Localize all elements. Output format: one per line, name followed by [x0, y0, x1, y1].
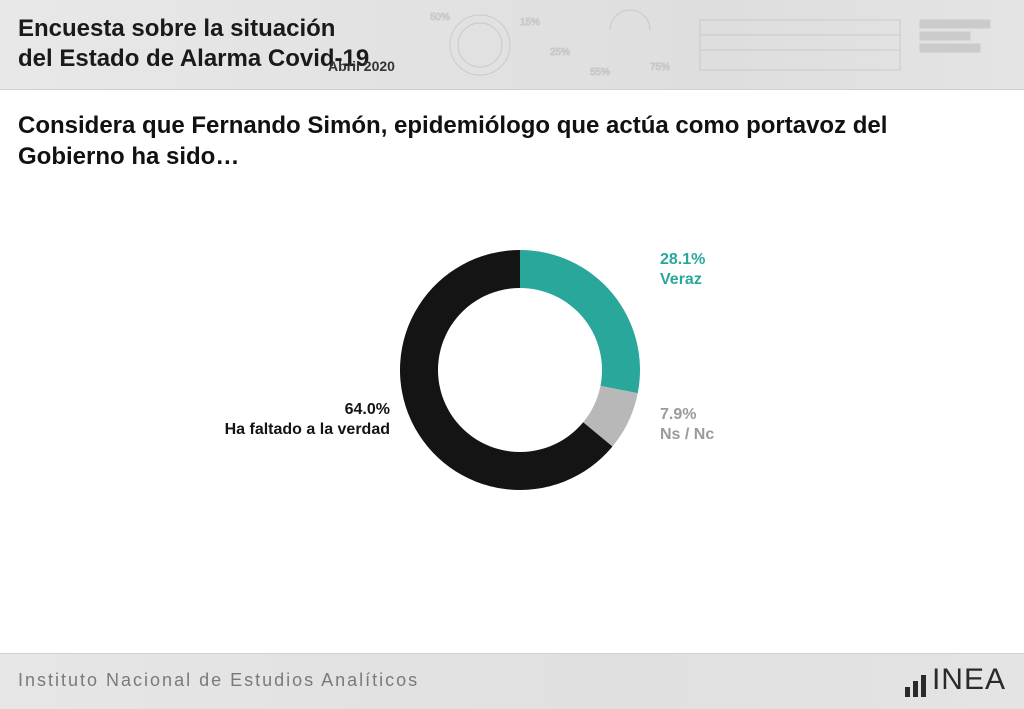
svg-text:25%: 25% [550, 47, 570, 58]
svg-text:50%: 50% [430, 12, 450, 23]
header-date: Abril 2020 [328, 58, 395, 74]
footer-org-name: Instituto Nacional de Estudios Analítico… [18, 670, 419, 691]
donut-slice-veraz [520, 250, 640, 393]
donut-chart [400, 250, 640, 490]
svg-text:55%: 55% [590, 67, 610, 78]
slice-pct-nsnc: 7.9% [660, 405, 714, 425]
slice-text-falta: Ha faltado a la verdad [160, 420, 390, 440]
logo-bar-icon [905, 687, 910, 697]
footer-logo-text: INEA [932, 663, 1006, 697]
slice-label-veraz: 28.1% Veraz [660, 250, 705, 290]
donut-chart-area: 28.1% Veraz 7.9% Ns / Nc 64.0% Ha faltad… [0, 210, 1024, 570]
slice-text-nsnc: Ns / Nc [660, 425, 714, 445]
slice-text-veraz: Veraz [660, 270, 705, 290]
logo-bar-icon [921, 675, 926, 697]
slice-label-nsnc: 7.9% Ns / Nc [660, 405, 714, 445]
logo-bars-icon [905, 671, 926, 697]
footer-band: Instituto Nacional de Estudios Analítico… [0, 653, 1024, 709]
survey-question: Considera que Fernando Simón, epidemiólo… [18, 110, 998, 172]
slice-pct-veraz: 28.1% [660, 250, 705, 270]
footer-logo: INEA [905, 663, 1006, 697]
svg-text:15%: 15% [520, 17, 540, 28]
svg-text:75%: 75% [650, 62, 670, 73]
header-decor-graphic: 50% 15% 25% 55% 75% [400, 0, 1024, 90]
header-title-line2: del Estado de Alarma Covid-19 [18, 44, 369, 74]
header-title-line1: Encuesta sobre la situación [18, 14, 369, 44]
logo-bar-icon [913, 681, 918, 697]
slice-label-falta: 64.0% Ha faltado a la verdad [160, 400, 390, 440]
header-title: Encuesta sobre la situación del Estado d… [18, 14, 369, 74]
page-root: 50% 15% 25% 55% 75% Encuesta sobre la si… [0, 0, 1024, 709]
header-band: 50% 15% 25% 55% 75% Encuesta sobre la si… [0, 0, 1024, 90]
slice-pct-falta: 64.0% [160, 400, 390, 420]
